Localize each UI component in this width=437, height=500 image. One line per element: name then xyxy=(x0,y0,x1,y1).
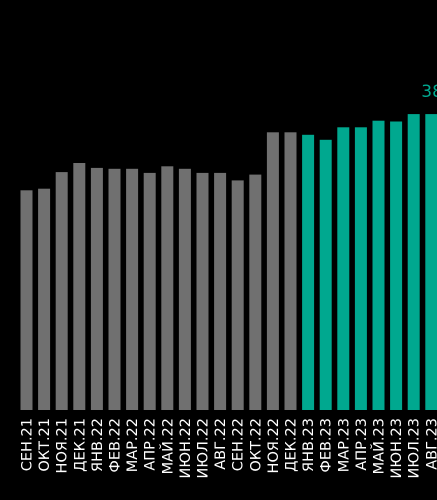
x-tick-label: ФЕВ.23 xyxy=(319,418,335,473)
bar-12 xyxy=(214,172,227,410)
x-tick-label: НОЯ.22 xyxy=(266,418,282,473)
x-tick-label: МАЙ.23 xyxy=(370,418,388,474)
bar-22 xyxy=(390,121,403,410)
bar-16 xyxy=(284,132,297,411)
x-tick-label: ЯНВ.22 xyxy=(90,418,106,472)
x-tick-label: НОЯ.21 xyxy=(55,418,71,473)
x-tick-label: МАР.22 xyxy=(125,418,141,472)
x-tick-label: СЕН.22 xyxy=(231,418,247,471)
bar-24 xyxy=(425,114,437,410)
x-tick-label: ДЕК.21 xyxy=(72,418,88,472)
bar-3 xyxy=(55,172,68,410)
x-tick-label: ЯНВ.23 xyxy=(301,418,317,472)
bar-8 xyxy=(143,172,156,410)
bar-6 xyxy=(108,168,121,410)
x-tick-label: СЕН.21 xyxy=(20,418,36,471)
bar-21 xyxy=(372,120,385,410)
x-tick-label: ИЮН.22 xyxy=(178,418,194,478)
x-tick-labels-group: СЕН.21 ОКТ.21 НОЯ.21 ДЕК.21 ЯНВ.22 ФЕВ.22 МАР.… xyxy=(20,418,437,478)
x-tick-label: АВГ.22 xyxy=(213,418,229,470)
bar-20 xyxy=(354,127,367,411)
x-tick-label: АПР.22 xyxy=(143,418,159,471)
bar-11 xyxy=(196,172,209,410)
x-tick-label: ОКТ.21 xyxy=(37,418,53,472)
bar-19 xyxy=(337,127,350,411)
bar-13 xyxy=(231,180,244,410)
bar-10 xyxy=(178,168,191,410)
bar-17 xyxy=(302,134,315,411)
bar-18 xyxy=(319,139,332,411)
x-tick-label: ИЮЛ.22 xyxy=(196,418,212,478)
bar-23 xyxy=(407,114,420,410)
x-tick-label: АВГ.23 xyxy=(424,418,437,470)
x-tick-label: МАР.23 xyxy=(336,418,352,472)
x-tick-label: ДЕК.22 xyxy=(284,418,300,472)
x-tick-label: ФЕВ.22 xyxy=(108,418,124,473)
bars-group xyxy=(20,114,437,411)
bar-1 xyxy=(20,190,33,410)
x-tick-label: ИЮЛ.23 xyxy=(407,418,423,478)
bar-15 xyxy=(266,132,279,411)
bar-9 xyxy=(161,166,174,410)
bar-14 xyxy=(249,174,262,410)
bar-4 xyxy=(73,163,86,410)
bar-7 xyxy=(126,168,139,410)
x-tick-label: МАЙ.22 xyxy=(158,418,176,474)
x-tick-label: ИЮН.23 xyxy=(389,418,405,478)
x-tick-label: АПР.23 xyxy=(354,418,370,471)
x-tick-label: ОКТ.22 xyxy=(248,418,264,472)
data-label: 38 xyxy=(421,82,437,102)
bar-2 xyxy=(38,188,51,410)
bar-5 xyxy=(90,167,103,410)
data-labels-group: 38 xyxy=(421,82,437,102)
